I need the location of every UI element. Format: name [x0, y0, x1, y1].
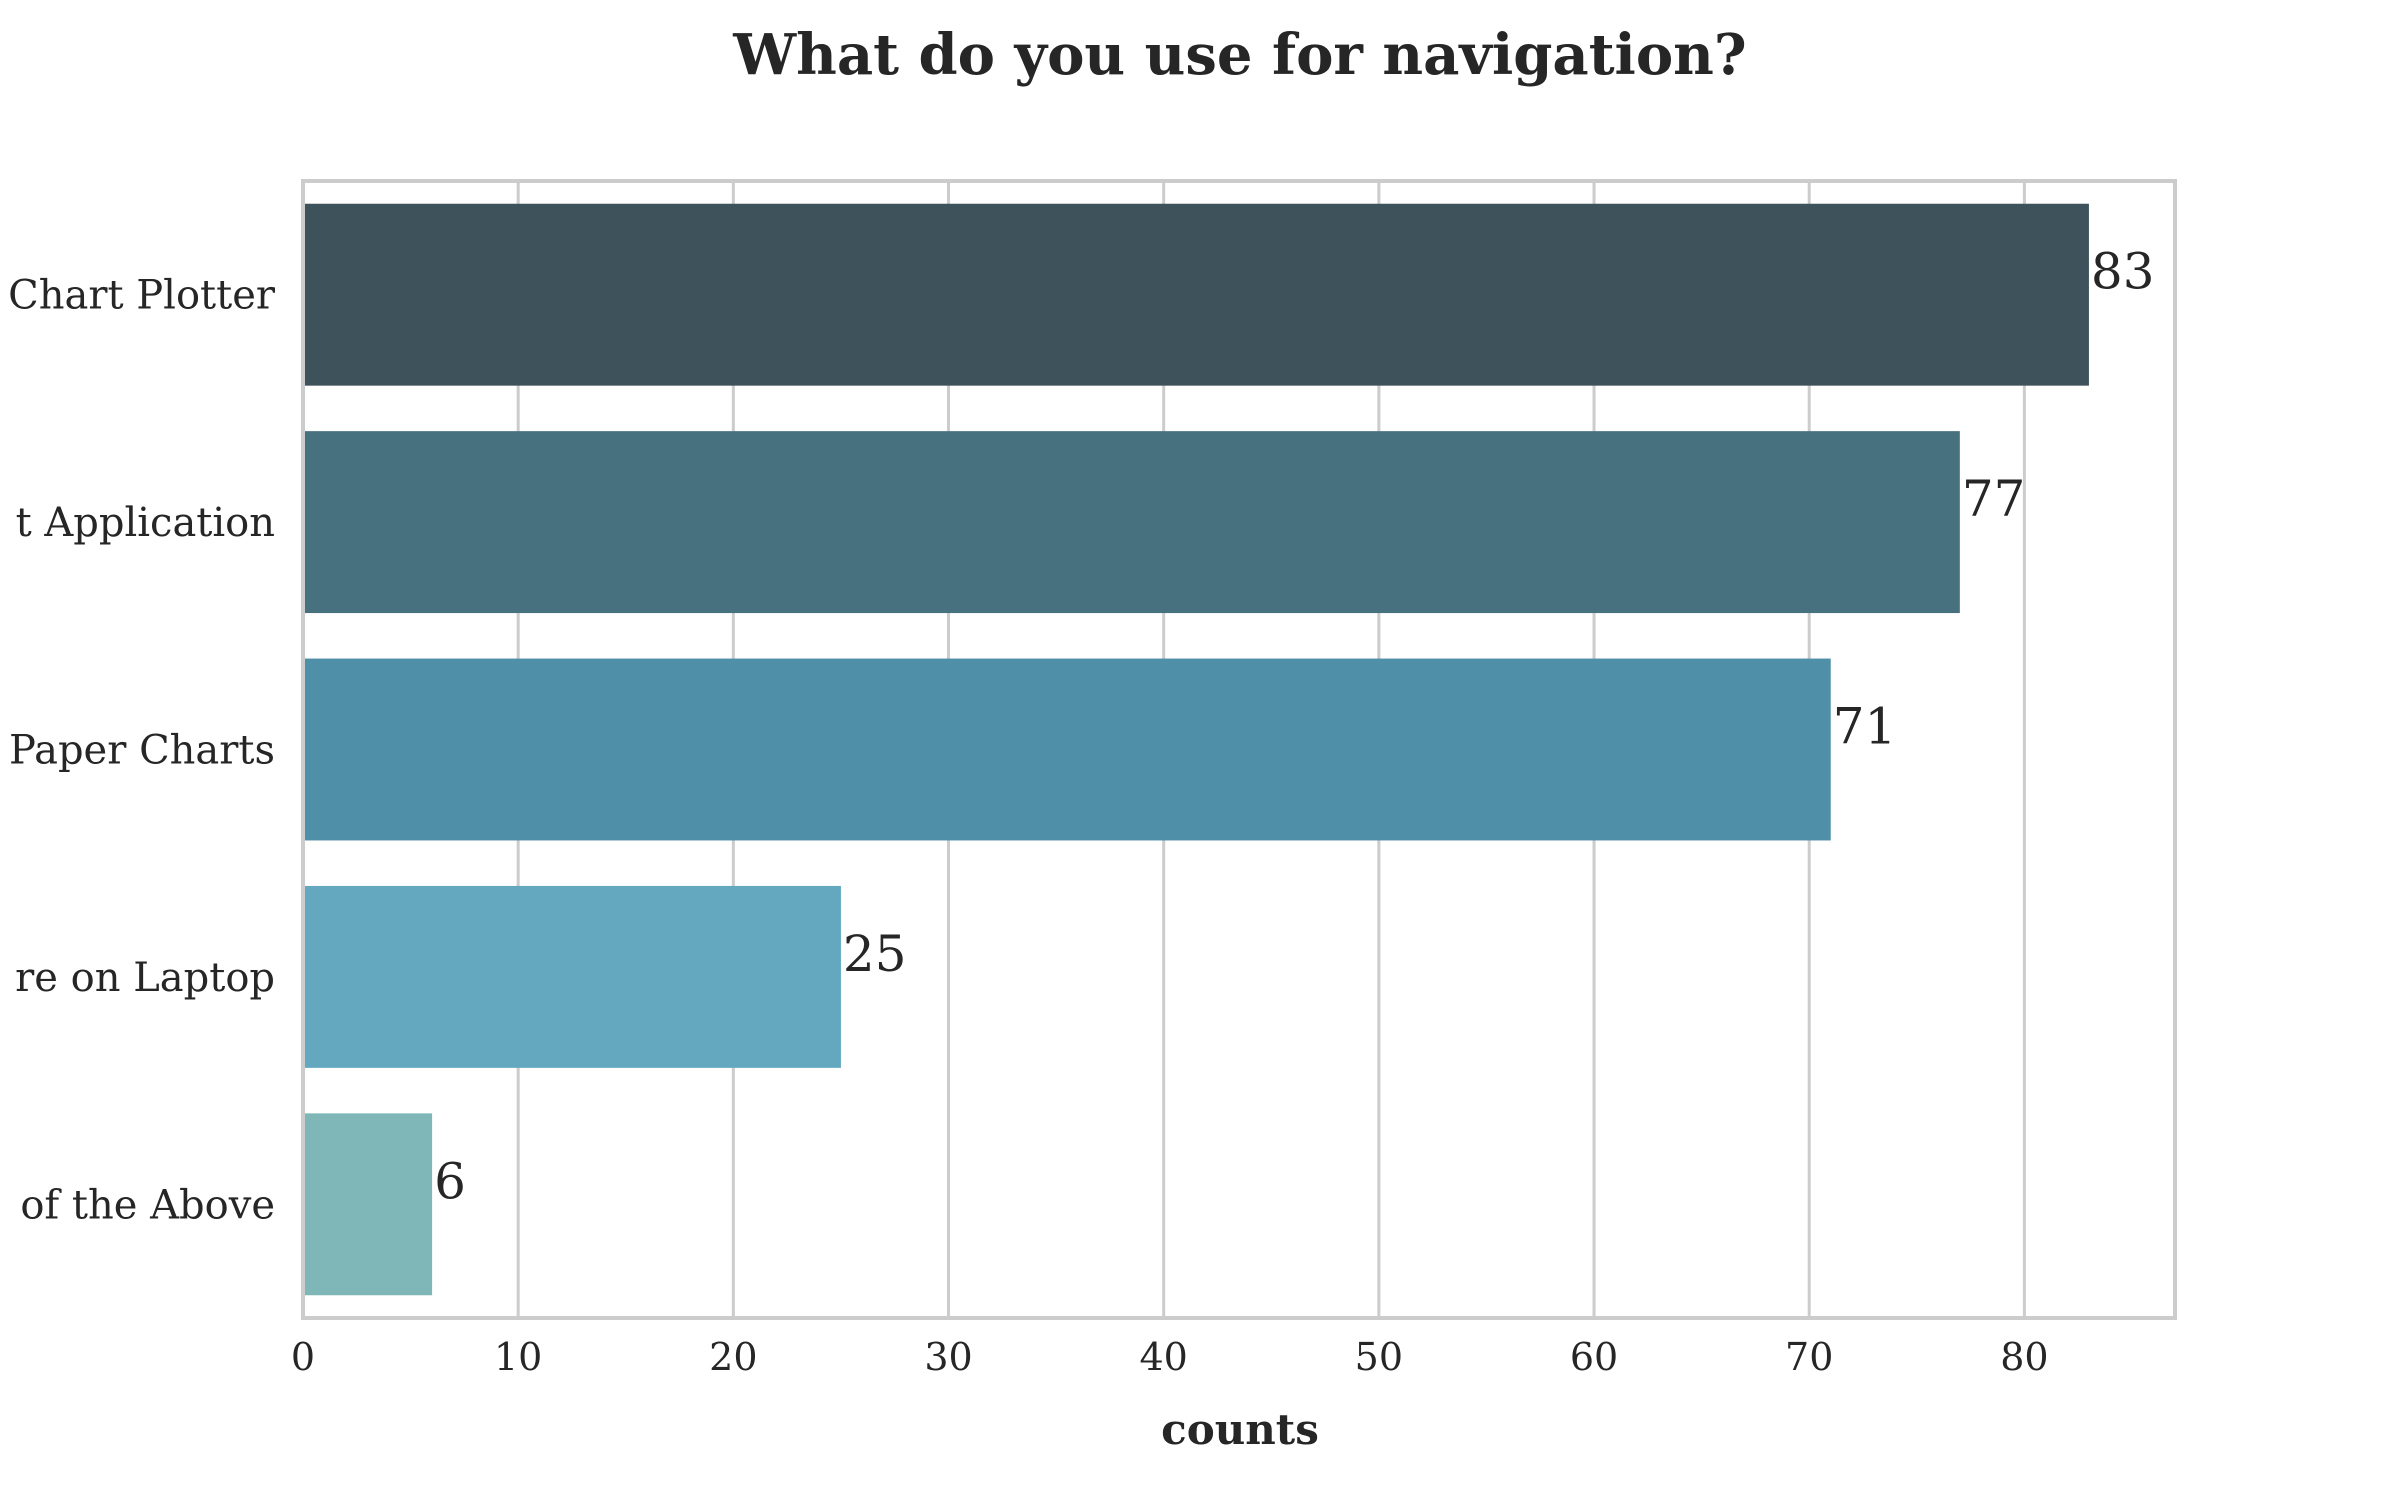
bar-4: [303, 1113, 433, 1296]
category-label: Paper Charts: [9, 728, 275, 774]
x-tick-label: 50: [1355, 1335, 1403, 1379]
category-label: re on Laptop: [15, 955, 275, 1001]
bar-value-label: 25: [843, 925, 907, 983]
x-tick-label: 10: [494, 1335, 542, 1379]
bar-value-label: 6: [434, 1152, 466, 1210]
x-tick-label: 30: [924, 1335, 972, 1379]
bar-value-label: 83: [2091, 243, 2155, 301]
x-tick-label: 70: [1785, 1335, 1833, 1379]
y-axis-categories: Chart Plotter t Application Paper Charts re…: [8, 273, 276, 1229]
bar-0: [303, 203, 2089, 386]
bar-value-label: 77: [1962, 470, 2026, 528]
x-axis-ticks: 0 10 20 30 40 50 60 70 80: [291, 1335, 2049, 1379]
x-tick-label: 0: [291, 1335, 315, 1379]
plot-area-frame: [301, 179, 2177, 1320]
x-axis-label: counts: [1161, 1405, 1319, 1454]
bar-data-labels: 83 77 71 25 6: [434, 243, 2154, 1211]
bars: [303, 203, 2089, 1296]
category-label: of the Above: [20, 1182, 275, 1228]
category-label: t Application: [16, 500, 275, 546]
x-tick-label: 40: [1140, 1335, 1188, 1379]
bar-2: [303, 658, 1831, 841]
x-tick-label: 80: [2000, 1335, 2048, 1379]
x-tick-label: 60: [1570, 1335, 1618, 1379]
chart-title: What do you use for navigation?: [732, 22, 1746, 88]
category-label: Chart Plotter: [8, 273, 276, 319]
bar-value-label: 71: [1833, 698, 1897, 756]
x-tick-label: 20: [709, 1335, 757, 1379]
bar-1: [303, 431, 1960, 614]
bar-3: [303, 885, 841, 1068]
